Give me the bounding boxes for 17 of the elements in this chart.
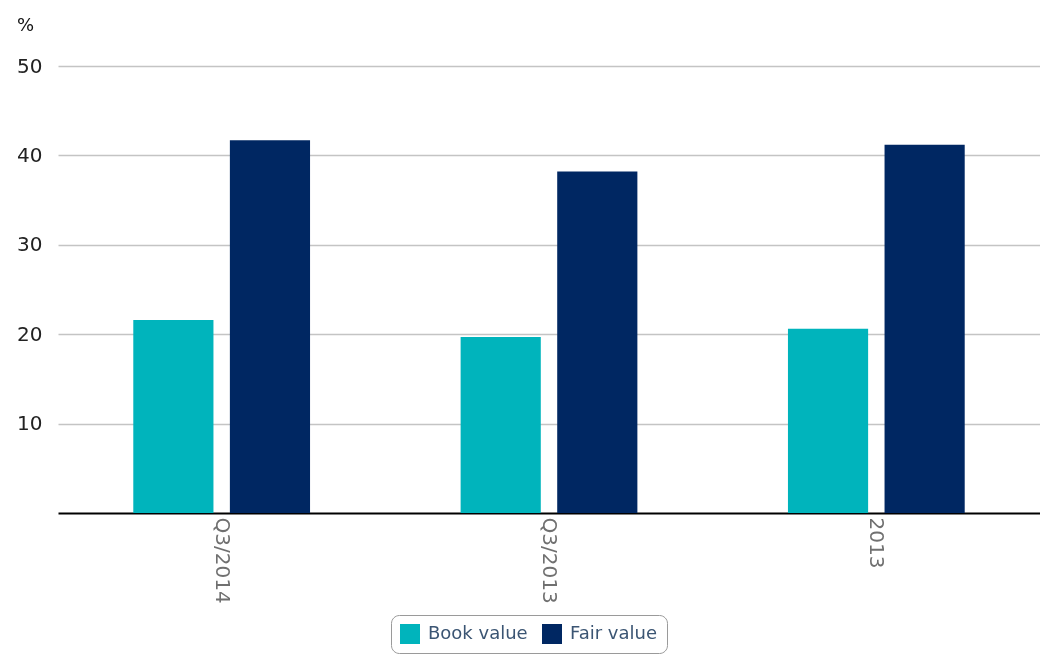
y-tick-label: 30	[17, 232, 43, 257]
y-tick-label: 10	[17, 411, 43, 436]
bar	[229, 140, 311, 513]
y-tick-label: 50	[17, 53, 43, 78]
legend-label: Book value	[428, 622, 528, 643]
bar	[557, 171, 638, 513]
x-tick-label: 2013	[865, 517, 890, 569]
legend-label: Fair value	[570, 622, 658, 643]
bar	[460, 336, 541, 513]
bar	[884, 144, 965, 513]
y-tick-label: 20	[17, 321, 43, 346]
bar	[787, 328, 869, 513]
x-tick-label: Q3/2013	[538, 517, 562, 604]
y-axis-title: %	[16, 13, 35, 35]
x-tick-label: Q3/2014	[210, 517, 235, 604]
bar	[133, 319, 214, 513]
y-tick-label: 40	[17, 142, 43, 167]
